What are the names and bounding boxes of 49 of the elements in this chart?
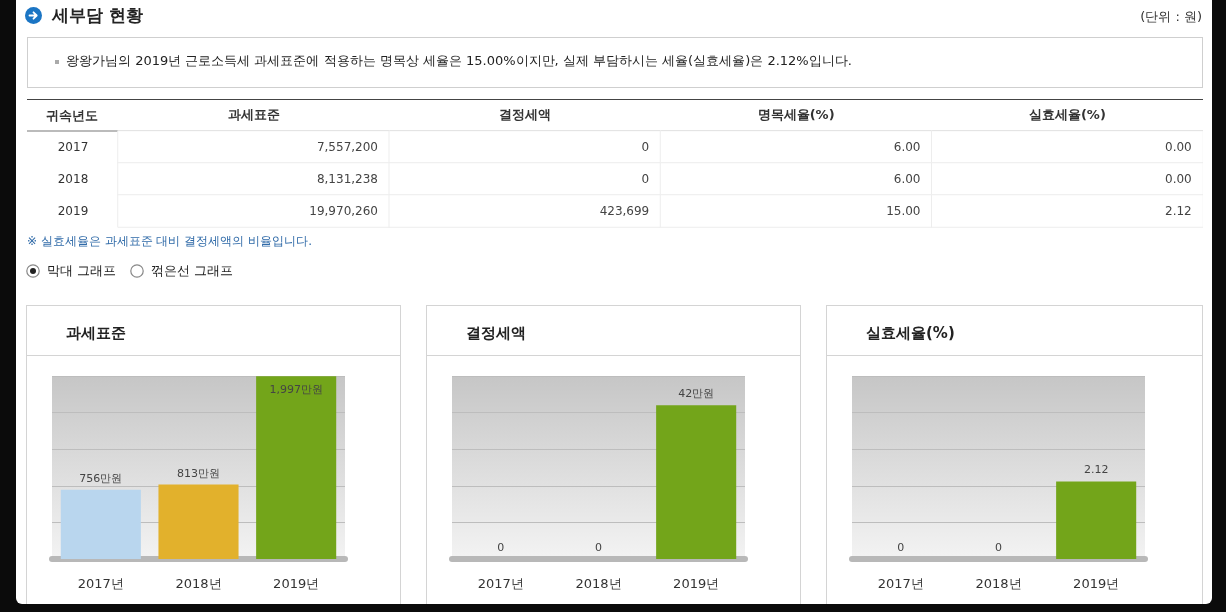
text: (단위 : 원): [1140, 8, 1202, 26]
data-label: 0: [595, 541, 602, 554]
y-axis-title: 귀속년도: [46, 107, 98, 123]
radio-button[interactable]: [130, 264, 145, 278]
data-label: 0.00: [1165, 172, 1192, 186]
data-label: 2.12: [1083, 463, 1109, 477]
data-label: 756만원: [79, 471, 123, 485]
text: ※ 실효세율은 과세표준 대비 결정세액의 비율입니다.: [27, 233, 312, 250]
text: 꺾은선 그래프: [151, 262, 234, 280]
x-tick-label: 과세표준: [227, 107, 280, 122]
chart-subtitle: 왕왕가님의 2019년 근로소득세 과세표준에 적용하는 명목상 세율은 15.00%이지만, 실제 부담하시는 세율(실효세율)은 2.12%입니다.: [66, 52, 852, 70]
data-label: 0: [641, 140, 650, 154]
data-label: 7,557,200: [316, 140, 378, 154]
data-label: 15.00: [886, 204, 921, 218]
x-tick-label: 2017년: [477, 576, 524, 591]
x-tick-label: 2018년: [575, 576, 622, 591]
y-tick-label: 2017: [57, 140, 89, 154]
data-label: 6.00: [893, 140, 921, 154]
data-label: 19,970,260: [309, 204, 378, 218]
data-label: 0: [897, 541, 905, 554]
data-label: 0: [995, 541, 1002, 554]
data-label: 0: [497, 541, 505, 554]
data-label: 8,131,238: [316, 172, 378, 186]
data-label: 0.00: [1165, 140, 1192, 154]
x-tick-label: 2017년: [77, 576, 124, 591]
x-tick-label: 2017년: [877, 576, 924, 591]
y-tick-label: 2019: [57, 204, 89, 218]
x-tick-label: 실효세율(%): [1028, 107, 1106, 122]
x-tick-label: 2019년: [1073, 576, 1120, 591]
x-tick-label: 결정세액: [498, 107, 551, 122]
data-label: 42만원: [678, 387, 715, 401]
data-label: 0: [641, 172, 650, 186]
x-tick-label: 2019년: [273, 576, 320, 591]
data-label: 1,997만원: [269, 383, 323, 397]
data-label: 423,699: [599, 204, 650, 218]
chart-title: 세부담 현황: [52, 3, 143, 27]
data-label: 6.00: [893, 172, 921, 186]
chart-title: 과세표준: [66, 323, 126, 342]
x-tick-label: 2018년: [175, 576, 222, 591]
chart-title: 실효세율(%): [866, 323, 955, 342]
radio-button-checked[interactable]: [26, 264, 40, 278]
chart-title: 결정세액: [466, 323, 526, 342]
y-tick-label: 2018: [57, 172, 89, 186]
data-label: 2.12: [1165, 204, 1192, 218]
x-tick-label: 2019년: [673, 576, 720, 591]
text: 막대 그래프: [47, 262, 117, 280]
x-tick-label: 명목세율(%): [757, 107, 835, 122]
data-label: 813만원: [177, 466, 220, 480]
x-tick-label: 2018년: [975, 576, 1022, 591]
